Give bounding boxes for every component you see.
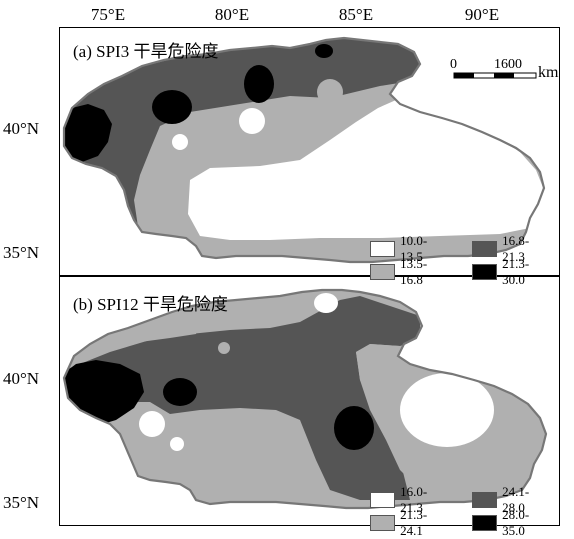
lon-label-90e: 90°E [464,5,500,24]
legend-a-label-2: 16.8-21.3 [502,233,530,264]
legend-b-item-2: 24.1-28.0 [472,484,538,516]
legend-b-item-3: 21.3-24.1 [370,507,436,539]
legend-a-item-1: 10.0-13.5 [370,233,436,265]
lat-label-b-40n: 40°N [3,369,40,388]
scale-distance-label: 1600 [494,57,522,72]
legend-b-swatch-4 [472,515,498,531]
legend-a-label-3: 13.5-16.8 [400,256,428,287]
scale-bar-graphic [453,72,537,79]
legend-b-label-4: 28.0-35.0 [502,507,530,538]
legend-a-swatch-1 [370,241,396,257]
scale-zero-label: 0 [450,57,457,72]
legend-a-item-2: 16.8-21.3 [472,233,538,265]
panel-a-title: (a) SPI3 干旱危险度 [73,42,219,61]
legend-a-label-4: 21.3-30.0 [502,256,530,287]
scale-unit-label: km [538,64,559,81]
lon-label-75e: 75°E [90,5,126,24]
legend-a-item-4: 21.3-30.0 [472,256,538,288]
legend-a-swatch-3 [370,264,396,280]
legend-b-swatch-3 [370,515,396,531]
lat-label-a-40n: 40°N [3,119,40,138]
legend-b-swatch-1 [370,492,396,508]
lon-label-85e: 85°E [338,5,374,24]
legend-b-item-4: 28.0-35.0 [472,507,538,539]
legend-a-swatch-4 [472,264,498,280]
legend-b-label-2: 24.1-28.0 [502,484,530,515]
panel-a-frame [59,27,560,276]
legend-b-label-1: 16.0-21.3 [400,484,428,515]
legend-a-item-3: 13.5-16.8 [370,256,436,288]
legend-b-item-1: 16.0-21.3 [370,484,436,516]
lat-label-a-35n: 35°N [3,243,40,262]
lat-label-b-35n: 35°N [3,493,40,512]
panel-b-title: (b) SPI12 干旱危险度 [73,295,228,314]
panel-b-frame [59,276,560,526]
legend-b-label-3: 21.3-24.1 [400,507,428,538]
legend-b-swatch-2 [472,492,498,508]
legend-a-label-1: 10.0-13.5 [400,233,428,264]
panel-a-map [62,36,546,264]
legend-a-swatch-2 [472,241,498,257]
lon-label-80e: 80°E [214,5,250,24]
